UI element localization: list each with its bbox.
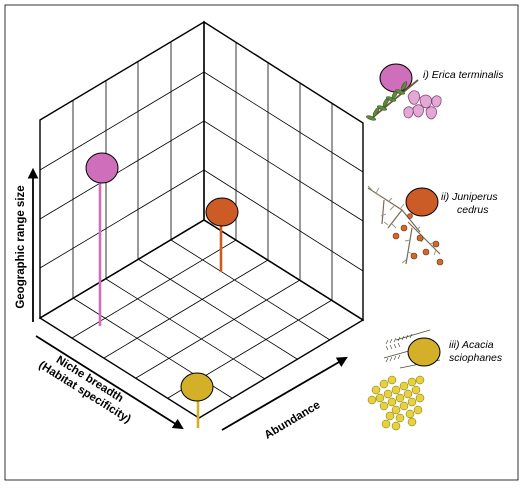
marker-head	[180, 372, 214, 402]
species-label-juniperus-line2: cedrus	[457, 204, 489, 216]
z-axis-arrow	[221, 356, 348, 431]
species-marker-acacia	[180, 372, 214, 428]
marker-head	[85, 152, 119, 184]
figure-border	[4, 4, 519, 481]
juniperus-cedrus-illustration	[367, 185, 444, 266]
species-marker-juniperus	[205, 197, 239, 272]
acacia-circle	[407, 337, 441, 367]
species-label-acacia-line2: sciophanes	[449, 352, 503, 364]
marker-head	[205, 197, 239, 227]
species-label-juniperus-line1: ii) Juniperus	[441, 191, 498, 203]
acacia-sciophanes-illustration	[367, 329, 441, 431]
z-axis-label: Abundance	[263, 399, 323, 442]
species-marker-erica	[85, 152, 119, 326]
y-axis-label: Geographic range size	[15, 185, 27, 308]
species-label-acacia-line1: iii) Acacia	[449, 339, 494, 351]
species-label-erica: i) Erica terminalis	[423, 69, 504, 81]
juniperus-circle	[405, 187, 439, 217]
erica-terminalis-illustration	[366, 63, 442, 121]
x-axis-arrow	[35, 335, 184, 430]
